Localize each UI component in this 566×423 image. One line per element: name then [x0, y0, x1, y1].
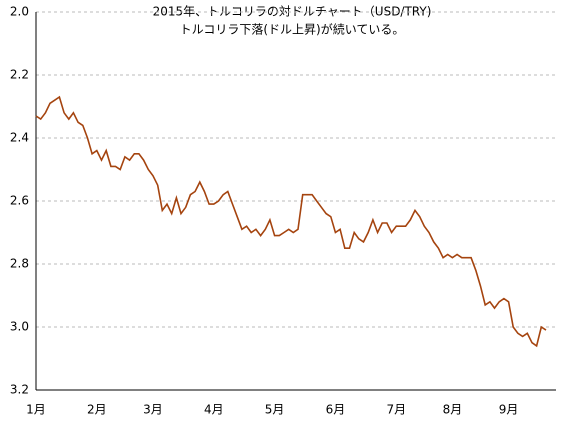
- y-tick-label: 3.2: [10, 383, 29, 397]
- chart-title: 2015年、トルコリラの対ドルチャート（USD/TRY): [153, 5, 432, 19]
- chart-subtitle: トルコリラ下落(ドル上昇)が続いている。: [180, 22, 405, 37]
- y-tick-label: 2.0: [10, 5, 29, 19]
- price-line: [35, 95, 547, 348]
- y-tick-label: 2.8: [10, 257, 29, 271]
- x-tick-label: 3月: [143, 403, 163, 417]
- y-tick-label: 2.2: [10, 68, 29, 82]
- y-tick-label: 2.4: [10, 131, 29, 145]
- x-tick-label: 2月: [87, 403, 107, 417]
- x-tick-label: 7月: [386, 403, 406, 417]
- x-tick-label: 1月: [26, 403, 46, 417]
- x-tick-label: 5月: [265, 403, 285, 417]
- y-tick-label: 3.0: [10, 320, 29, 334]
- x-tick-label: 6月: [326, 403, 346, 417]
- y-tick-label: 2.6: [10, 194, 29, 208]
- x-tick-label: 4月: [204, 403, 224, 417]
- x-tick-label: 9月: [499, 403, 519, 417]
- x-tick-label: 8月: [443, 403, 463, 417]
